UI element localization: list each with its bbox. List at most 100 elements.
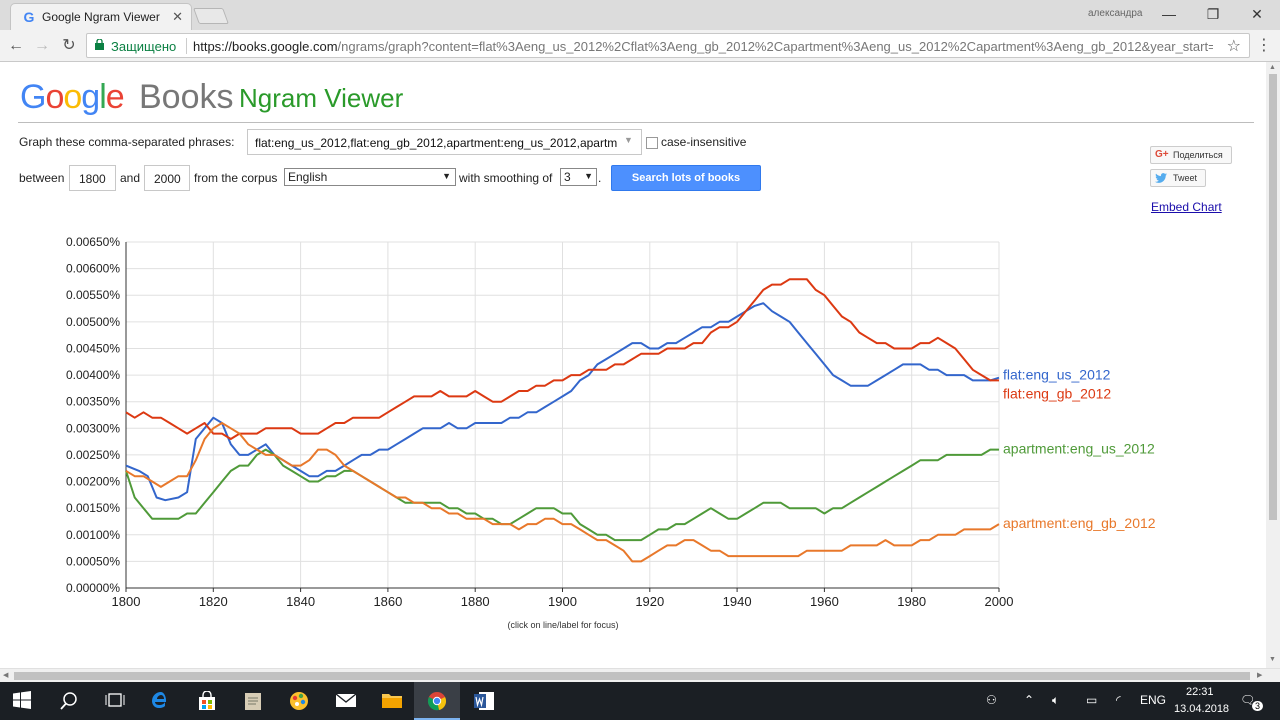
scroll-up-icon[interactable]: ▲ [1269,64,1276,71]
x-tick-label: 1820 [199,594,228,609]
smoothing-label: with smoothing of [459,171,553,185]
browser-tab[interactable]: G Google Ngram Viewer ✕ [10,3,192,30]
embed-chart-link[interactable]: Embed Chart [1151,200,1222,214]
case-insensitive-label: case-insensitive [661,135,747,149]
between-label: between [19,171,65,185]
browser-toolbar: ← → ↻ Защищено https://books.google.com/… [0,30,1280,62]
horizontal-scrollbar[interactable]: ◀ ▶ [0,668,1280,682]
address-bar[interactable]: Защищено https://books.google.com/ngrams… [86,33,1250,58]
series-line-1 [125,278,999,440]
new-tab-button[interactable] [193,8,229,24]
share-label: Поделиться [1173,150,1223,160]
url-host: https://books.google.com [193,39,338,54]
tweet-button[interactable]: Tweet [1150,169,1206,187]
edge-icon[interactable] [138,682,184,720]
task-view-icon[interactable] [92,682,138,720]
corpus-select[interactable]: English ▼ [284,168,456,186]
google-logo[interactable]: Google [20,78,125,117]
profile-name[interactable]: александра [1088,8,1143,19]
chevron-down-icon: ▼ [442,171,451,181]
browser-tab-strip: G Google Ngram Viewer ✕ александра — ❐ ✕ [0,0,1280,30]
x-tick-label: 1960 [810,594,839,609]
and-label: and [120,171,141,185]
y-tick-label: 0.00150% [66,501,120,515]
focus-hint: (click on line/label for focus) [507,620,619,630]
search-button[interactable]: Search lots of books [611,165,761,191]
back-arrow-icon[interactable]: ← [8,37,24,54]
phrases-input[interactable]: flat:eng_us_2012,flat:eng_gb_2012,apartm… [247,129,642,155]
smoothing-select[interactable]: 3 ▼ [560,168,597,186]
reload-icon[interactable]: ↻ [62,37,76,54]
x-tick-label: 1860 [373,594,402,609]
phrases-label: Graph these comma-separated phrases: [19,135,235,149]
case-insensitive-checkbox[interactable] [646,137,658,149]
paint-icon[interactable] [276,682,322,720]
notification-count: 3 [1252,701,1264,711]
notifications-icon[interactable]: 🗨︎ [1240,693,1256,707]
logo-letter: e [105,78,125,116]
language-indicator[interactable]: ENG [1140,693,1167,707]
y-tick-label: 0.00000% [66,581,120,595]
close-window-icon[interactable]: ✕ [1251,6,1263,22]
network-icon[interactable]: ▭ [1086,693,1098,707]
notepad-icon[interactable] [230,682,276,720]
y-tick-label: 0.00050% [66,554,120,568]
scroll-down-icon[interactable]: ▼ [1269,656,1276,663]
bookmark-star-icon[interactable]: ☆ [1226,38,1241,55]
y-tick-label: 0.00450% [66,341,120,355]
chart-series-labels: flat:eng_us_2012 flat:eng_gb_2012 apartmen… [1003,367,1156,531]
y-tick-label: 0.00550% [66,288,120,302]
wifi-icon[interactable]: ◜ [1116,693,1121,707]
scroll-right-icon[interactable]: ▶ [1257,672,1263,679]
clock-time[interactable]: 22:31 [1186,686,1214,698]
chevron-up-icon[interactable]: ⌃ [1024,693,1035,707]
scroll-left-icon[interactable]: ◀ [3,672,9,679]
logo-letter: o [45,78,64,116]
google-plus-share-button[interactable]: G+ Поделиться [1150,146,1232,164]
y-tick-label: 0.00300% [66,421,120,435]
ngram-page: Google Books Ngram Viewer Graph these co… [0,62,1266,668]
series-label-2[interactable]: apartment:eng_us_2012 [1003,441,1155,457]
google-favicon-icon: G [23,9,35,25]
search-icon[interactable] [46,682,92,720]
logo-letter: g [81,78,100,116]
windows-start-icon[interactable] [0,682,46,720]
chrome-icon[interactable] [414,682,460,720]
explorer-icon[interactable] [368,682,414,720]
x-tick-label: 1980 [897,594,926,609]
windows-taskbar: ⚇ ⌃ 🔈︎ ▭ ◜ ENG 22:31 13.04.2018 🗨︎ 3 [0,682,1280,720]
corpus-value: English [288,170,328,184]
tab-close-icon[interactable]: ✕ [172,9,183,24]
url-text[interactable]: https://books.google.com/ngrams/graph?co… [193,39,1213,54]
word-icon[interactable] [460,682,506,720]
lock-icon [95,39,104,50]
browser-menu-icon[interactable]: ⋮ [1256,37,1272,54]
x-tick-label: 1940 [723,594,752,609]
vertical-scrollbar[interactable]: ▲ ▼ [1266,62,1280,668]
series-label-3[interactable]: apartment:eng_gb_2012 [1003,515,1156,531]
logo-letter: o [63,78,82,116]
x-tick-label: 1800 [112,594,141,609]
volume-icon[interactable]: 🔈︎ [1052,693,1060,707]
twitter-bird-icon [1155,173,1167,183]
maximize-icon[interactable]: ❐ [1206,6,1220,22]
series-label-1[interactable]: flat:eng_gb_2012 [1003,385,1111,401]
y-tick-label: 0.00650% [66,235,120,249]
series-label-0[interactable]: flat:eng_us_2012 [1003,367,1111,383]
series-line-3 [125,422,1000,563]
store-icon[interactable] [184,682,230,720]
logo-books[interactable]: Books [139,78,234,116]
minimize-icon[interactable]: — [1162,6,1176,22]
year-end-input[interactable]: 2000 [144,165,190,191]
vertical-scroll-thumb[interactable] [1269,74,1277,520]
horizontal-scroll-thumb[interactable] [14,672,1250,680]
forward-arrow-icon[interactable]: → [34,37,50,54]
mail-icon[interactable] [322,682,368,720]
x-tick-label: 1840 [286,594,315,609]
phrases-dropdown-icon[interactable]: ▼ [624,135,633,145]
url-path: /ngrams/graph?content=flat%3Aeng_us_2012… [337,39,1213,54]
year-start-input[interactable]: 1800 [69,165,116,191]
people-icon[interactable]: ⚇ [986,693,997,707]
y-tick-label: 0.00500% [66,315,120,329]
clock-date[interactable]: 13.04.2018 [1174,703,1230,715]
